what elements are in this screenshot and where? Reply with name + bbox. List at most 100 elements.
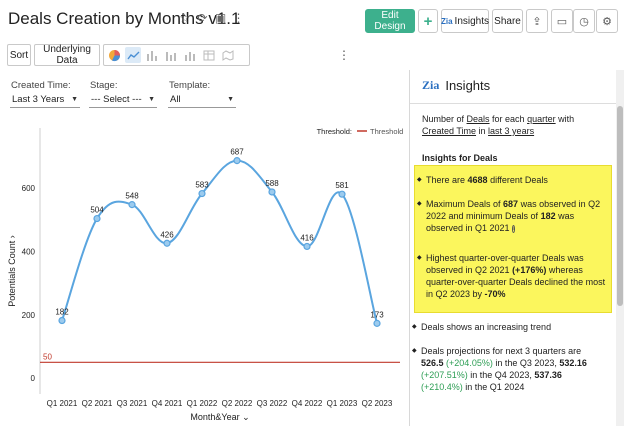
template-label: Template:: [169, 80, 211, 91]
insight-growth: (+207.51%): [421, 370, 468, 380]
insight-growth: (+204.05%): [446, 358, 493, 368]
data-point[interactable]: [93, 214, 101, 223]
data-point[interactable]: [338, 190, 346, 198]
insights-summary: Number of Deals for each quarter with Cr…: [422, 113, 608, 137]
pie-chart-icon[interactable]: [106, 47, 122, 63]
insights-button-label: Insights: [454, 15, 490, 27]
add-button[interactable]: +: [418, 9, 438, 33]
x-tick-label: Q2 2022: [222, 399, 253, 408]
x-tick-label: Q4 2022: [292, 399, 323, 408]
y-axis-label[interactable]: Potentials Count ›: [7, 235, 17, 307]
underlying-data-button[interactable]: Underlying Data: [34, 44, 100, 66]
sort-button[interactable]: Sort: [7, 44, 31, 66]
insight-text: Maximum Deals of: [426, 199, 504, 209]
summary-quarter-link[interactable]: quarter: [527, 114, 556, 124]
export-icon: ⇪: [532, 15, 542, 28]
x-tick-label: Q1 2021: [47, 399, 78, 408]
insight-item: Deals shows an increasing trend: [412, 321, 601, 333]
insight-text: in the Q4 2023,: [467, 370, 535, 380]
settings-button[interactable]: ⚙: [596, 9, 618, 33]
data-label: 581: [335, 181, 349, 190]
stacked-chart-icon[interactable]: [182, 47, 198, 63]
column-chart-icon[interactable]: [163, 47, 179, 63]
insight-text: Highest quarter-over-quarter Deals was o…: [426, 253, 584, 275]
stage-select[interactable]: --- Select --- ▼: [89, 92, 157, 108]
data-point[interactable]: [198, 189, 206, 198]
summary-created-link[interactable]: Created Time: [422, 126, 477, 136]
created-time-select[interactable]: Last 3 Years ▼: [10, 92, 80, 108]
export-button[interactable]: ⇪: [526, 9, 548, 33]
comment-button[interactable]: ▭: [551, 9, 573, 33]
x-tick-label: Q2 2023: [362, 399, 393, 408]
insight-text: different Deals: [487, 175, 548, 185]
insight-item: Deals projections for next 3 quarters ar…: [412, 345, 601, 393]
scrollbar-thumb[interactable]: [617, 106, 623, 306]
star-icon[interactable]: ☆: [179, 11, 190, 25]
summary-text: for each: [489, 114, 528, 124]
insight-text: whereas quarter-over-quarter Deals decli…: [426, 265, 606, 299]
data-point[interactable]: [163, 239, 171, 247]
save-icon[interactable]: ▣: [214, 11, 227, 25]
summary-deals-link[interactable]: Deals: [466, 114, 490, 124]
scrollbar[interactable]: [616, 70, 624, 426]
data-point[interactable]: [128, 201, 136, 209]
more-options-icon[interactable]: ⋮: [338, 48, 350, 62]
insights-button[interactable]: Zia Insights: [441, 9, 489, 33]
insight-value: 526.5: [421, 358, 444, 368]
data-label: 504: [90, 206, 104, 215]
insight-text: Deals shows an increasing trend: [421, 322, 552, 332]
caret-down-icon: ▼: [71, 96, 78, 103]
title-actions: ☆ ⟳ ▣ ⋮: [178, 11, 245, 25]
stage-value: --- Select ---: [91, 94, 142, 105]
line-chart-icon[interactable]: [125, 47, 141, 63]
data-label: 687: [230, 148, 244, 157]
summary-text: Number of: [422, 114, 467, 124]
data-label: 426: [160, 230, 174, 239]
alert-button[interactable]: ◷: [573, 9, 595, 33]
template-value: All: [170, 94, 181, 105]
data-point[interactable]: [58, 316, 66, 325]
data-point[interactable]: [268, 188, 276, 196]
caret-down-icon: ▼: [227, 96, 234, 103]
insights-panel: Zia Insights Number of Deals for each qu…: [409, 70, 624, 426]
template-select[interactable]: All ▼: [168, 92, 236, 108]
threshold-value-label: 50: [43, 352, 52, 361]
insight-value: 687: [503, 199, 519, 209]
report-header: Deals Creation by Months v1.1 ☆ ⟳ ▣ ⋮ Ed…: [0, 0, 624, 42]
summary-period-link[interactable]: last 3 years: [488, 126, 535, 136]
y-tick-label: 400: [22, 248, 36, 257]
refresh-icon[interactable]: ⟳: [197, 11, 208, 25]
line-chart: 50 182 504 548 426 583 687 588 416 581 173 Q1 202…: [7, 127, 403, 422]
page-title: Deals Creation by Months v1.1: [8, 9, 241, 28]
data-point[interactable]: [373, 319, 381, 327]
insight-text: in the Q1 2024: [462, 382, 525, 392]
data-label: 548: [125, 192, 139, 201]
data-point[interactable]: [303, 242, 311, 251]
map-chart-icon[interactable]: [220, 47, 236, 63]
data-label: 588: [265, 179, 279, 188]
insight-text: There are: [426, 175, 468, 185]
chart-toolbar: Sort Underlying Data ⋮: [0, 44, 410, 66]
y-axis-ticks: 0 200 400 600: [22, 184, 36, 383]
data-points: 182 504 548 426 583 687 588 416 581 173: [55, 148, 384, 327]
zia-icon: Zia: [440, 16, 453, 26]
edit-design-button[interactable]: Edit Design: [365, 9, 415, 33]
bar-chart-icon[interactable]: [144, 47, 160, 63]
chart-type-selector: ⋮: [103, 44, 350, 66]
share-button[interactable]: Share: [492, 9, 523, 33]
x-tick-label: Q1 2022: [187, 399, 218, 408]
created-time-label: Created Time:: [11, 80, 71, 91]
table-chart-icon[interactable]: [201, 47, 217, 63]
insight-item: Highest quarter-over-quarter Deals was o…: [417, 252, 606, 300]
x-tick-label: Q2 2021: [82, 399, 113, 408]
more-vertical-icon[interactable]: ⋮: [232, 11, 245, 25]
data-point[interactable]: [233, 157, 241, 165]
threshold-legend-label: Threshold: [370, 127, 403, 136]
divider: [410, 103, 616, 104]
insight-text: in the Q3 2023,: [492, 358, 560, 368]
caret-down-icon: ▼: [148, 96, 155, 103]
x-axis-label[interactable]: Month&Year ⌄: [190, 412, 249, 422]
x-tick-label: Q1 2023: [327, 399, 358, 408]
info-icon[interactable]: i: [512, 224, 516, 233]
highlighted-insights: There are 4688 different Deals Maximum D…: [414, 165, 612, 313]
